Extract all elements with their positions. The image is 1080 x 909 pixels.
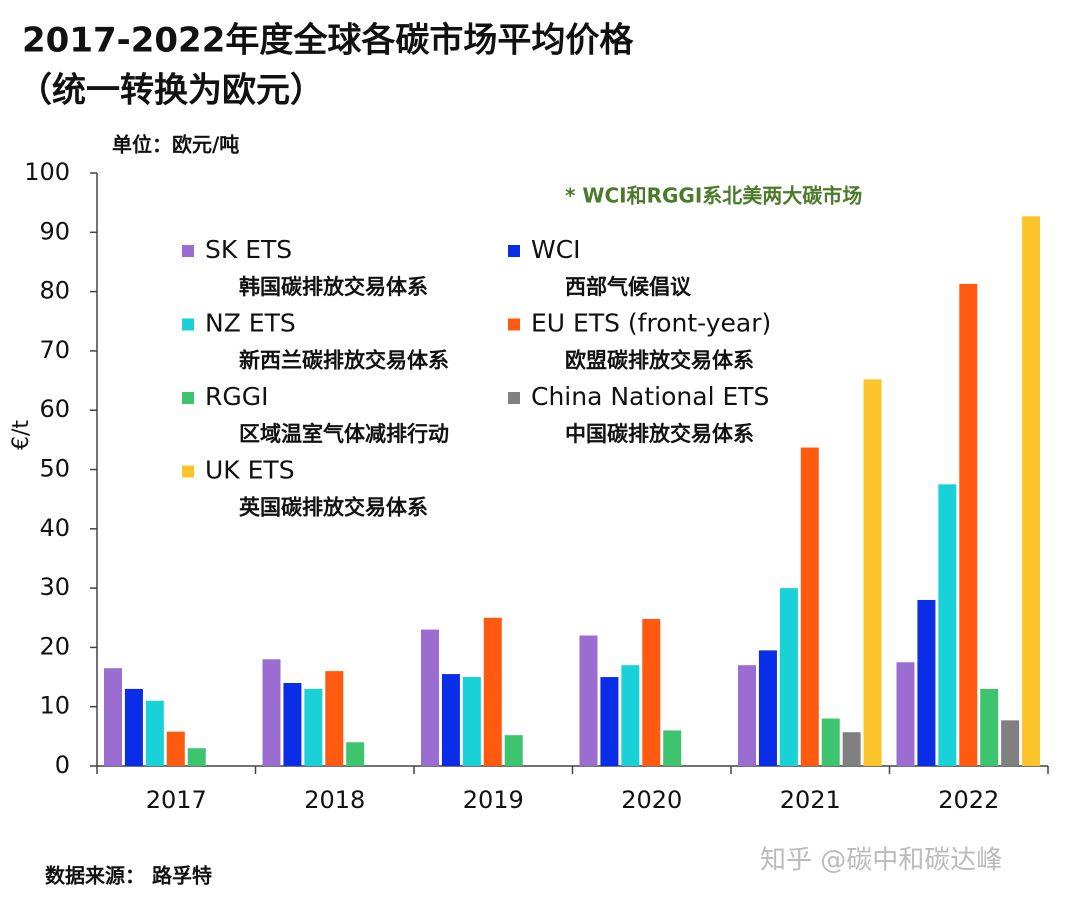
x-tick-label: 2022 [938,786,999,814]
bar [283,682,302,766]
y-axis-label: €/t [9,420,34,450]
y-tick-label: 100 [24,158,70,186]
y-tick-label: 10 [39,692,70,720]
legend-swatch [508,318,520,331]
legend-swatch [508,392,520,404]
bar [262,659,281,766]
bar [863,379,882,766]
bar [145,700,164,766]
bar [642,618,661,766]
bar [821,718,840,766]
legend-label: SK ETS [205,235,292,264]
annotation: * WCI和RGGI系北美两大碳市场 [565,184,862,208]
bar [579,635,598,766]
bar [980,688,999,766]
y-tick-label: 80 [39,277,70,305]
bar [504,735,523,766]
y-tick-label: 0 [55,751,70,779]
legend-description: 英国碳排放交易体系 [239,496,428,520]
legend-swatch [182,392,194,404]
legend-swatch [508,245,520,257]
legend-swatch [182,245,194,257]
legend-swatch [182,318,194,331]
chart-subtitle: （统一转换为欧元） [18,71,324,111]
watermark: 知乎 @碳中和碳达峰 [760,846,1002,876]
bar [1022,216,1041,766]
bar [124,688,143,766]
bar [938,484,957,766]
y-tick-label: 70 [39,336,70,364]
x-tick-label: 2021 [780,786,841,814]
bar [441,674,460,766]
bar [104,668,122,766]
legend-label: UK ETS [205,456,295,485]
legend-label: RGGI [205,382,269,411]
bar [187,748,206,766]
source: 数据来源： 路孚特 [45,864,212,888]
y-tick-label: 90 [39,217,70,245]
bar [1001,720,1020,766]
bar [304,688,323,766]
x-tick-label: 2020 [621,786,682,814]
y-tick-label: 40 [39,514,70,542]
bar [896,662,915,766]
legend-description: 韩国碳排放交易体系 [239,275,428,299]
bar [663,730,682,766]
legend-label: EU ETS (front-year) [531,309,771,338]
bar [800,447,819,766]
x-tick-label: 2019 [463,786,524,814]
bar [842,732,861,766]
legend-description: 西部气候倡议 [565,275,692,299]
unit-label: 单位：欧元/吨 [112,133,239,157]
bar [166,731,185,766]
legend-description: 欧盟碳排放交易体系 [565,349,754,373]
legend-description: 新西兰碳排放交易体系 [239,349,449,373]
legend-description: 区域温室气体减排行动 [239,422,449,446]
bar [346,742,365,766]
chart-title: 2017-2022年度全球各碳市场平均价格 [22,21,634,61]
legend-description: 中国碳排放交易体系 [565,422,754,446]
legend-label: WCI [531,235,581,264]
bar [779,588,798,766]
bar [421,629,439,766]
bar [738,665,756,766]
bar [758,650,777,766]
x-tick-label: 2017 [146,786,207,814]
y-tick-label: 30 [39,573,70,601]
bar [917,599,936,766]
y-tick-label: 60 [39,395,70,423]
bar [483,617,502,766]
bar [600,677,619,766]
bar [959,283,978,766]
bar [462,677,481,766]
x-tick-label: 2018 [304,786,365,814]
legend-swatch [182,465,194,478]
legend-label: NZ ETS [205,309,296,338]
bar [621,665,640,766]
y-tick-label: 20 [39,632,70,660]
y-tick-label: 50 [39,455,70,483]
bar [325,671,344,766]
legend-label: China National ETS [531,382,769,411]
